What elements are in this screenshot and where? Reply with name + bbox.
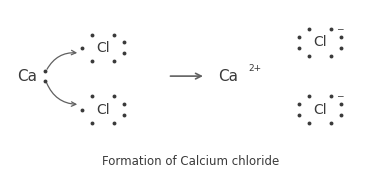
Text: Cl: Cl xyxy=(96,103,110,117)
Text: −: − xyxy=(336,91,344,100)
Text: Cl: Cl xyxy=(313,103,327,117)
Text: Cl: Cl xyxy=(313,35,327,50)
Text: Ca: Ca xyxy=(17,69,37,84)
Text: −: − xyxy=(336,24,344,33)
Text: Formation of Calcium chloride: Formation of Calcium chloride xyxy=(102,155,279,168)
Text: Cl: Cl xyxy=(96,41,110,55)
Text: Ca: Ca xyxy=(219,69,239,84)
Text: 2+: 2+ xyxy=(248,64,261,73)
